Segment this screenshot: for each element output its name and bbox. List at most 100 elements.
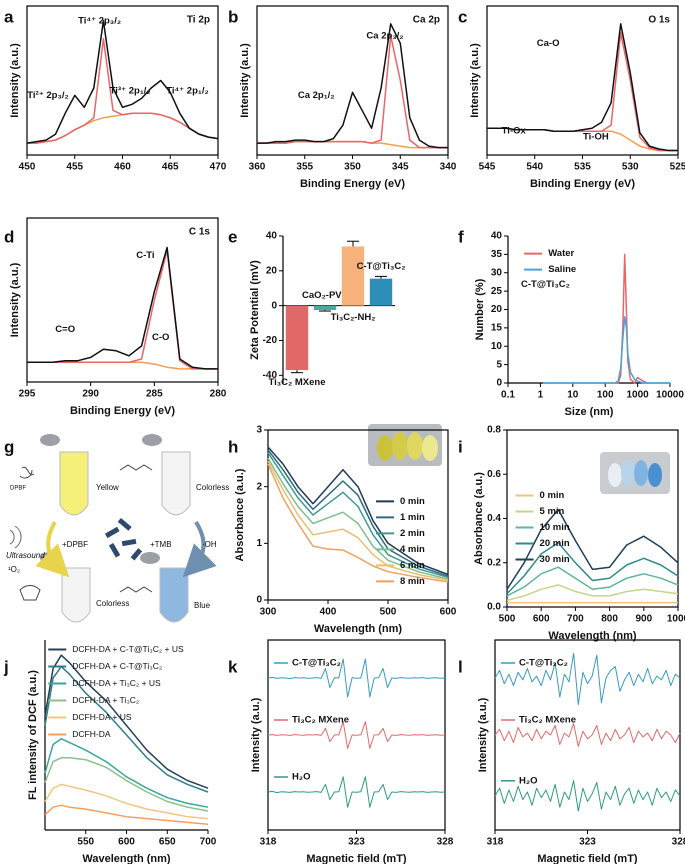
x-tick-label: 340 — [440, 162, 457, 173]
frame — [267, 429, 449, 601]
category-label: Ti₃C₂ MXene — [268, 377, 325, 388]
series-line — [27, 246, 218, 370]
chart-title: Ca 2p — [413, 15, 440, 26]
x-axis-label: Wavelength (nm) — [548, 630, 637, 642]
legend-label: 20 min — [540, 538, 570, 549]
x-axis-label: Size (nm) — [565, 406, 614, 418]
legend-label: C-T@Ti₃C₂ — [519, 658, 568, 669]
x-tick-label: 650 — [159, 837, 176, 848]
molecule — [119, 586, 153, 593]
legend-label: 6 min — [400, 560, 425, 571]
label: DPBF — [10, 486, 26, 492]
y-axis-label: Zeta Potential (mV) — [249, 260, 261, 360]
series-line — [44, 738, 209, 808]
x-tick-label: 360 — [249, 162, 266, 173]
panel-letter: d — [4, 227, 14, 246]
series-line — [44, 804, 209, 826]
series-line — [257, 23, 448, 149]
x-tick-label: 600 — [533, 614, 550, 625]
series-line — [26, 20, 219, 144]
legend-label: DCFH-DA + Ti₃C₂ + US — [72, 678, 161, 688]
y-tick-label: 35 — [491, 249, 503, 260]
chart-title: Ti 2p — [187, 15, 210, 26]
series-line — [267, 721, 446, 749]
y-tick-label: 0.2 — [487, 557, 501, 568]
x-axis-label: Binding Energy (eV) — [530, 178, 635, 190]
y-tick-label: 0 — [496, 378, 502, 389]
arrow — [182, 520, 217, 578]
series-line — [267, 457, 449, 580]
series-line — [27, 38, 219, 144]
y-tick-label: 40 — [491, 231, 503, 242]
series-line — [494, 780, 681, 812]
y-axis-label: Intensity (a.u.) — [469, 43, 481, 118]
x-tick-label: 100 — [597, 390, 614, 401]
annotation: Ti-Ox — [502, 126, 527, 137]
bar — [285, 305, 309, 371]
label: Colorless — [96, 599, 129, 608]
x-tick-label: 328 — [437, 837, 454, 848]
x-tick-label: 323 — [579, 837, 596, 848]
panel-letter: f — [458, 227, 464, 246]
series-line — [506, 566, 679, 597]
panel-letter: e — [228, 227, 237, 246]
x-tick-label: 300 — [260, 607, 277, 618]
legend-label: 30 min — [540, 554, 570, 565]
x-tick-label: 525 — [670, 162, 685, 173]
label: Blue — [194, 601, 211, 610]
x-tick-label: 500 — [499, 614, 516, 625]
y-tick-label: 25 — [491, 286, 503, 297]
legend-label: 5 min — [540, 506, 565, 517]
x-tick-label: 535 — [574, 162, 591, 173]
y-tick-label: 30 — [491, 267, 503, 278]
legend-label: H₂O — [292, 772, 310, 783]
series-line — [44, 757, 209, 812]
series-line — [44, 654, 209, 789]
x-tick-label: 545 — [479, 162, 496, 173]
x-tick-label: 500 — [380, 607, 397, 618]
x-tick-label: 530 — [622, 162, 639, 173]
y-tick-label: -40 — [263, 370, 278, 381]
legend-label: Water — [548, 248, 574, 259]
series-line — [27, 250, 218, 370]
y-axis-label: Intensity (a.u.) — [239, 43, 251, 118]
spoon — [140, 552, 160, 564]
y-tick-label: -20 — [263, 335, 278, 346]
series-line — [615, 253, 648, 384]
y-tick-label: 1 — [256, 538, 262, 549]
x-tick-label: 0.1 — [501, 390, 515, 401]
y-tick-label: 20 — [491, 304, 503, 315]
category-label: Ti₃C₂-NH₂ — [331, 312, 376, 323]
legend-label: 4 min — [400, 544, 425, 555]
annotation: C-O — [152, 332, 169, 343]
x-tick-label: 460 — [114, 162, 131, 173]
series-line — [543, 316, 670, 384]
x-axis-label: Wavelength (nm) — [82, 853, 171, 864]
y-axis-label: Absorbance (a.u.) — [473, 472, 485, 565]
x-tick-label: 400 — [320, 607, 337, 618]
x-tick-label: 345 — [392, 162, 409, 173]
bar — [313, 305, 337, 310]
annotation: Ti³⁺ 2p₁/₂ — [110, 85, 151, 96]
category-label: C-T@Ti₃C₂ — [357, 261, 406, 272]
x-tick-label: 600 — [118, 837, 135, 848]
y-tick-label: 0.4 — [487, 513, 501, 524]
series-line — [44, 665, 209, 793]
x-axis-label: Wavelength (nm) — [314, 623, 403, 635]
x-tick-label: 290 — [82, 389, 99, 400]
legend-label: Ti₃C₂ MXene — [519, 715, 576, 726]
annotation: Ti⁴⁺ 2p₃/₂ — [78, 15, 121, 26]
y-tick-label: 10 — [491, 341, 503, 352]
legend-label: DCFH-DA + US — [72, 712, 132, 722]
tube-colorless — [61, 567, 91, 623]
molecule — [19, 466, 35, 479]
legend-label: 0 min — [540, 490, 565, 501]
annotation: Ca-O — [537, 38, 560, 49]
y-axis-label: Intensity (a.u.) — [477, 697, 489, 772]
label: Ultrasound — [6, 551, 45, 560]
legend-label: DCFH-DA + C-T@Ti₃C₂ — [72, 661, 162, 671]
x-tick-label: 1000 — [667, 614, 685, 625]
panel-letter: i — [458, 437, 463, 456]
y-tick-label: 5 — [496, 359, 502, 370]
legend-label: 1 min — [400, 512, 425, 523]
